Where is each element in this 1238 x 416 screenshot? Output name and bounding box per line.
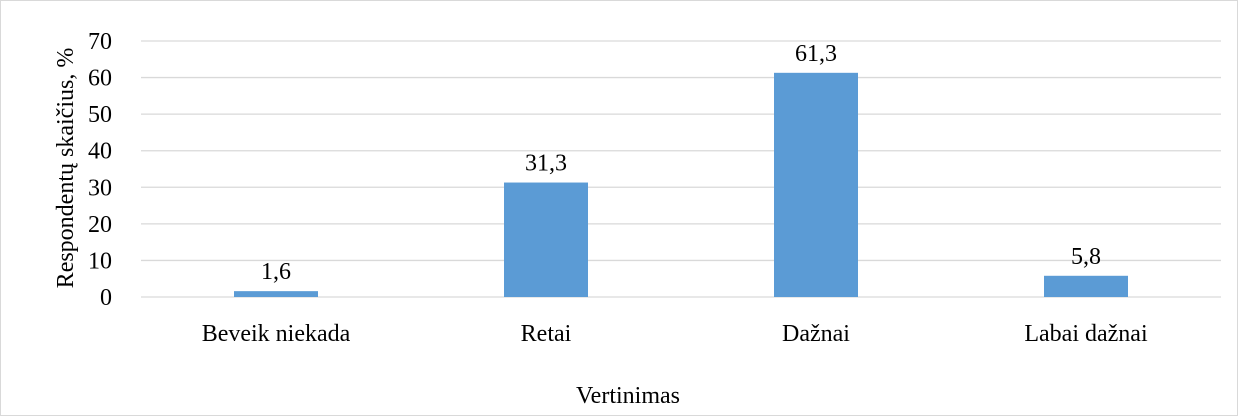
y-tick-label: 40 [88,139,112,165]
bar [1044,275,1128,297]
x-axis-ticks: Beveik niekada Retai Dažnai Labai dažnai [202,321,1148,347]
x-tick-label: Dažnai [782,321,850,347]
data-label: 31,3 [525,151,567,177]
x-tick-label: Beveik niekada [202,321,351,347]
y-tick-label: 70 [88,29,112,55]
y-tick-label: 30 [88,175,112,201]
y-tick-label: 10 [88,248,112,274]
data-label: 61,3 [795,41,837,67]
data-label: 1,6 [261,259,291,285]
y-tick-label: 60 [88,66,112,92]
y-tick-label: 0 [100,285,112,311]
bar [234,291,318,297]
y-axis-title: Respondentų skaičius, % [53,48,79,289]
data-labels: 1,6 31,3 61,3 5,8 [261,41,1101,285]
x-axis-title: Vertinimas [576,383,680,409]
x-tick-label: Labai dažnai [1024,321,1148,347]
bar [774,72,858,298]
data-label: 5,8 [1071,244,1101,270]
bars [234,72,1128,298]
x-tick-label: Retai [521,321,572,347]
y-tick-label: 50 [88,102,112,128]
y-tick-label: 20 [88,212,112,238]
bar [504,182,588,297]
gridlines [141,40,1221,298]
y-axis-ticks: 0 10 20 30 40 50 60 70 [88,29,112,311]
